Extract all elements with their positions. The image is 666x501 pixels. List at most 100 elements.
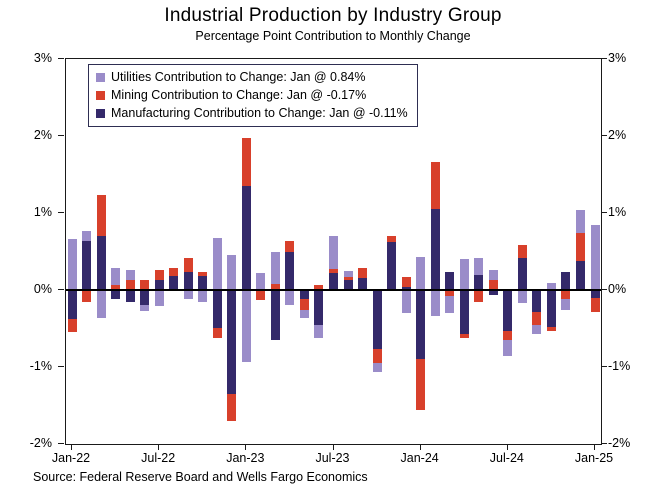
- bar-segment-manufacturing: [474, 275, 484, 290]
- bar-segment-manufacturing: [67, 290, 77, 320]
- x-axis-label: Jul-24: [489, 451, 524, 465]
- bar-segment-mining: [183, 258, 193, 272]
- y-tick-mark: [601, 58, 607, 59]
- bar-segment-manufacturing: [517, 258, 527, 290]
- bar-segment-manufacturing: [416, 290, 426, 359]
- bar-segment-utilities: [575, 209, 585, 233]
- x-tick-mark: [158, 444, 160, 450]
- bar-segment-manufacturing: [198, 276, 208, 290]
- bar-segment-mining: [329, 269, 338, 274]
- y-tick-mark: [58, 58, 64, 59]
- bar-segment-utilities: [474, 257, 484, 276]
- bar-segment-mining: [343, 276, 353, 280]
- legend-item-manufacturing: Manufacturing Contribution to Change: Ja…: [96, 104, 408, 122]
- bar-segment-utilities: [212, 237, 222, 290]
- bar-segment-manufacturing: [546, 290, 556, 327]
- y-axis-label-left: -2%: [29, 436, 52, 450]
- y-tick-mark: [58, 135, 64, 136]
- bar-segment-mining: [154, 269, 164, 280]
- bar-segment-manufacturing: [111, 290, 121, 300]
- bar-segment-mining: [212, 327, 222, 338]
- bar-segment-utilities: [459, 259, 469, 290]
- x-tick-mark: [332, 444, 334, 450]
- bar-segment-mining: [140, 279, 150, 290]
- legend-label: Manufacturing Contribution to Change: Ja…: [111, 106, 408, 120]
- bar-segment-manufacturing: [154, 279, 164, 290]
- y-axis-label-left: 1%: [33, 205, 52, 219]
- bar-segment-manufacturing: [241, 186, 251, 290]
- y-axis-label-right: 1%: [608, 205, 627, 219]
- x-axis-label: Jan-23: [226, 451, 265, 465]
- x-axis-label: Jul-23: [315, 451, 350, 465]
- bar-segment-mining: [96, 194, 106, 237]
- bar-segment-mining: [546, 326, 556, 331]
- y-axis-label-right: 3%: [608, 51, 627, 65]
- bar-segment-manufacturing: [169, 276, 179, 290]
- bar-segment-utilities: [256, 273, 266, 290]
- utilities-swatch-icon: [96, 72, 105, 82]
- y-tick-mark: [601, 135, 607, 136]
- bar-segment-mining: [285, 241, 295, 253]
- bar-segment-mining: [82, 290, 92, 302]
- bar-segment-manufacturing: [503, 290, 513, 331]
- bar-segment-mining: [67, 319, 77, 333]
- bar-segment-manufacturing: [590, 290, 600, 299]
- bar-segment-utilities: [561, 299, 571, 310]
- bar-segment-mining: [169, 267, 179, 277]
- y-axis-label-right: 2%: [608, 128, 627, 142]
- bar-segment-mining: [416, 358, 426, 411]
- bar-segment-utilities: [503, 340, 513, 357]
- bar-segment-manufacturing: [372, 290, 382, 349]
- bar-segment-utilities: [445, 296, 455, 314]
- bar-segment-manufacturing: [329, 273, 338, 290]
- y-tick-mark: [601, 443, 607, 444]
- bar-segment-mining: [445, 290, 455, 297]
- bar-segment-manufacturing: [299, 290, 309, 300]
- bar-segment-utilities: [140, 304, 150, 311]
- bar-segment-manufacturing: [343, 279, 353, 290]
- bar-segment-mining: [314, 284, 324, 290]
- bar-segment-utilities: [270, 252, 280, 284]
- bar-segment-manufacturing: [212, 290, 222, 328]
- bar-segment-utilities: [111, 267, 121, 285]
- bar-segment-utilities: [96, 290, 106, 318]
- bar-segment-manufacturing: [532, 290, 542, 312]
- bar-segment-utilities: [314, 325, 324, 338]
- y-axis-label-left: 3%: [33, 51, 52, 65]
- bar-segment-utilities: [532, 324, 542, 334]
- bar-segment-mining: [561, 290, 571, 300]
- y-axis-label-left: 2%: [33, 128, 52, 142]
- x-tick-mark: [245, 444, 247, 450]
- bar-segment-manufacturing: [314, 290, 324, 326]
- bar-segment-mining: [299, 299, 309, 310]
- bar-segment-mining: [111, 284, 121, 290]
- zero-axis-line: [66, 289, 601, 291]
- bar-segment-mining: [517, 245, 527, 259]
- bar-segment-mining: [125, 279, 135, 290]
- bar-segment-utilities: [154, 290, 164, 307]
- y-tick-mark: [601, 366, 607, 367]
- legend-label: Mining Contribution to Change: Jan @ -0.…: [111, 88, 367, 102]
- bar-segment-manufacturing: [285, 252, 295, 290]
- bar-segment-utilities: [299, 310, 309, 319]
- bar-segment-mining: [198, 271, 208, 277]
- bar-segment-utilities: [590, 225, 600, 290]
- bar-segment-manufacturing: [125, 290, 135, 302]
- legend: Utilities Contribution to Change: Jan @ …: [88, 64, 418, 127]
- bar-segment-utilities: [241, 290, 251, 362]
- plot-area: Utilities Contribution to Change: Jan @ …: [65, 58, 602, 445]
- bar-segment-manufacturing: [140, 290, 150, 305]
- bar-segment-mining: [270, 283, 280, 290]
- bar-segment-mining: [227, 393, 237, 421]
- y-tick-mark: [601, 289, 607, 290]
- bar-segment-manufacturing: [82, 240, 92, 290]
- bar-segment-manufacturing: [445, 271, 455, 290]
- bar-segment-mining: [358, 267, 368, 279]
- bar-segment-mining: [590, 298, 600, 312]
- bar-segment-utilities: [430, 290, 440, 317]
- bar-segment-manufacturing: [561, 271, 571, 290]
- bar-segment-manufacturing: [183, 271, 193, 290]
- x-axis-label: Jan-24: [400, 451, 439, 465]
- bar-segment-utilities: [343, 270, 353, 277]
